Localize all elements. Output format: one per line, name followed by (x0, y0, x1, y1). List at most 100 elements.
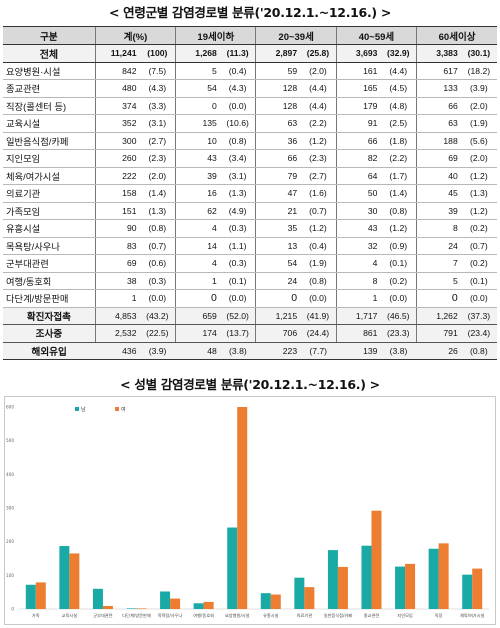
cell-count: 1,268 (175, 44, 220, 63)
cell-percent: (1.9) (300, 254, 337, 273)
cell-percent: (23.3) (380, 324, 418, 343)
cell-count: 54 (175, 79, 220, 98)
cell-count: 1,215 (255, 307, 301, 325)
cell-percent: (0.0) (219, 97, 257, 115)
cell-count: 706 (255, 324, 301, 343)
cell-percent: (0.0) (219, 289, 257, 308)
cell-count: 24 (255, 272, 301, 290)
category-label: 직장 (435, 612, 443, 619)
cell-count: 47 (255, 184, 301, 203)
cell-percent: (0.1) (460, 272, 497, 290)
cell-percent: (0.6) (139, 254, 177, 273)
y-tick-label: 300 (6, 506, 14, 511)
cell-count: 139 (336, 342, 381, 360)
table-row: 종교관련 480 (4.3) 54 (4.3) 128 (4.4) 165 (4.5) 133 (3… (3, 79, 497, 98)
cell-count: 40 (416, 167, 461, 185)
row-label: 다단계/방문판매 (3, 289, 96, 308)
cell-count: 26 (416, 342, 461, 360)
cell-percent: (0.3) (219, 254, 257, 273)
cell-percent: (7.5) (139, 62, 177, 80)
table-header-row: 구분 계(%) 19세이하 20~39세 40~59세 60세이상 (3, 26, 497, 45)
cell-percent: (100) (139, 44, 177, 63)
cell-count: 1,717 (336, 307, 381, 325)
cell-percent: (52.0) (219, 307, 257, 325)
cell-percent: (4.4) (300, 79, 337, 98)
cell-percent: (1.2) (300, 219, 337, 238)
cell-percent: (13.7) (219, 324, 257, 343)
row-label: 전체 (3, 44, 96, 63)
cell-count: 861 (336, 324, 381, 343)
cell-percent: (3.8) (219, 342, 256, 360)
bar-male (260, 593, 271, 609)
bar-male (428, 548, 439, 609)
cell-count: 128 (255, 79, 301, 98)
bar-female (270, 594, 281, 609)
cell-percent: (0.3) (139, 272, 177, 290)
cell-percent: (0.8) (139, 219, 177, 238)
cell-count: 842 (95, 62, 140, 80)
cell-count: 300 (95, 132, 140, 150)
category-label: 유흥시설 (263, 612, 279, 619)
cell-count: 0 (416, 289, 461, 308)
cell-percent: (0.9) (380, 237, 418, 255)
bar-male (294, 577, 305, 609)
cell-count: 14 (175, 237, 220, 255)
cell-percent: (4.3) (219, 79, 257, 98)
y-tick-label: 0 (11, 607, 14, 612)
cell-percent: (4.9) (219, 202, 257, 220)
cell-count: 66 (255, 149, 301, 168)
row-label: 조사중 (3, 324, 96, 343)
cell-count: 82 (336, 149, 381, 168)
cell-percent: (1.2) (460, 202, 497, 220)
cell-count: 3,693 (336, 44, 381, 63)
bar-female (371, 510, 382, 609)
cell-count: 4 (175, 254, 220, 273)
cell-percent: (0.3) (219, 219, 257, 238)
gender-route-chart: 0 100 200 300 400 500 600 가족 교육시설 군부대관련 다단계/방문판매 목욕… (4, 396, 496, 625)
cell-percent: (4.3) (139, 79, 177, 98)
cell-count: 90 (95, 219, 140, 238)
table-row: 요양병원·시설 842 (7.5) 5 (0.4) 59 (2.0) 161 (4.4) 617(… (3, 62, 497, 80)
bar-male (193, 603, 204, 609)
cell-count: 63 (255, 114, 301, 133)
cell-count: 480 (95, 79, 140, 98)
cell-count: 83 (95, 237, 140, 255)
cell-count: 2,897 (255, 44, 301, 63)
row-label: 지인모임 (3, 149, 96, 168)
row-label: 요양병원·시설 (3, 62, 96, 80)
cell-percent: (2.0) (300, 62, 337, 80)
cell-percent: (0.8) (460, 342, 497, 360)
cell-count: 3,383 (416, 44, 461, 63)
table-row: 유흥시설 90 (0.8) 4 (0.3) 35 (1.2) 43 (1.2) 8 (0.2) (3, 219, 497, 238)
bar-female (35, 582, 46, 609)
cell-count: 64 (336, 167, 381, 185)
cell-percent: (0.8) (219, 132, 257, 150)
row-label: 종교관련 (3, 79, 96, 98)
category-label: 요양병원/시설 (225, 612, 250, 618)
bar-male (92, 588, 103, 609)
cell-count: 16 (175, 184, 220, 203)
cell-count: 4 (336, 254, 381, 273)
cell-count: 222 (95, 167, 140, 185)
table-row: 여행/동호회 38 (0.3) 1 (0.1) 24 (0.8) 8 (0.2) 5 (0.1) (3, 272, 497, 290)
header-age-19-under: 19세이하 (175, 26, 256, 45)
cell-percent: (1.2) (460, 167, 497, 185)
cell-count: 0 (175, 289, 220, 308)
cell-percent: (0.2) (460, 219, 497, 238)
row-label: 여행/동호회 (3, 272, 96, 290)
y-tick-label: 500 (6, 438, 14, 443)
category-label: 의료기관 (297, 612, 313, 619)
bar-chart: 0 100 200 300 400 500 600 가족 교육시설 군부대관련 다단계/방문판매 목욕… (6, 405, 489, 619)
bar-female (203, 601, 214, 609)
y-tick-label: 200 (6, 539, 14, 544)
row-label: 일반음식점/카페 (3, 132, 96, 150)
cell-count: 8 (416, 219, 461, 238)
cell-count: 63 (416, 114, 461, 133)
cell-percent: (2.7) (300, 167, 337, 185)
cell-percent: (18.2) (460, 62, 497, 80)
legend-label: 남 (81, 406, 86, 413)
cell-count: 179 (336, 97, 381, 115)
category-label: 여행/동호회 (193, 612, 214, 619)
cell-count: 374 (95, 97, 140, 115)
cell-percent: (46.5) (380, 307, 418, 325)
